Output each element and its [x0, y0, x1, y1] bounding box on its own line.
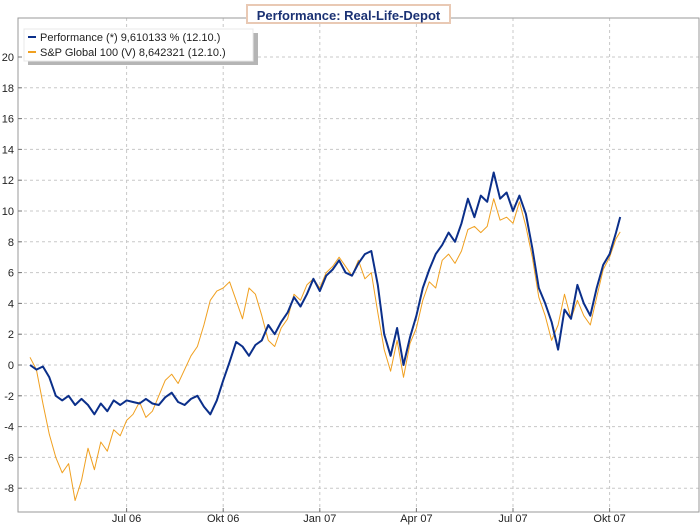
- y-tick-label: -2: [4, 391, 14, 403]
- series-line-performance: [29, 171, 622, 416]
- x-tick-label: Jul 07: [498, 513, 527, 525]
- y-tick-label: 16: [2, 114, 14, 126]
- y-tick-label: 18: [2, 83, 14, 95]
- y-tick-label: 10: [2, 206, 14, 218]
- axis-ticks: -8 -6 -4 -2 0 2 4 6 8 10 12 14 16 18 20 Jul 06 Okt 06 Jan…: [2, 52, 626, 525]
- y-tick-label: 14: [2, 144, 14, 156]
- x-tick-label: Okt 06: [207, 513, 239, 525]
- y-tick-label: 6: [8, 268, 14, 280]
- x-tick-label: Okt 07: [593, 513, 625, 525]
- legend-label-performance: Performance (*) 9,610133 % (12.10.): [40, 32, 220, 44]
- x-tick-label: Jul 06: [112, 513, 141, 525]
- y-tick-label: 0: [8, 360, 14, 372]
- legend: Performance (*) 9,610133 % (12.10.) S&P …: [23, 28, 258, 65]
- y-tick-label: 12: [2, 175, 14, 187]
- grid: [18, 18, 699, 512]
- y-tick-label: 4: [8, 298, 14, 310]
- y-tick-label: 2: [8, 329, 14, 341]
- series-lines: [29, 171, 622, 501]
- legend-box: [23, 28, 254, 62]
- y-tick-label: 8: [8, 237, 14, 249]
- series-line-s-p-global-100: [29, 198, 621, 501]
- y-tick-label: 20: [2, 52, 14, 64]
- y-tick-label: -8: [4, 483, 14, 495]
- chart-title: Performance: Real-Life-Depot: [246, 4, 451, 24]
- x-tick-label: Apr 07: [400, 513, 432, 525]
- y-tick-label: -6: [4, 452, 14, 464]
- x-tick-label: Jan 07: [303, 513, 336, 525]
- y-tick-label: -4: [4, 422, 14, 434]
- legend-label-sp-global: S&P Global 100 (V) 8,642321 (12.10.): [40, 47, 226, 59]
